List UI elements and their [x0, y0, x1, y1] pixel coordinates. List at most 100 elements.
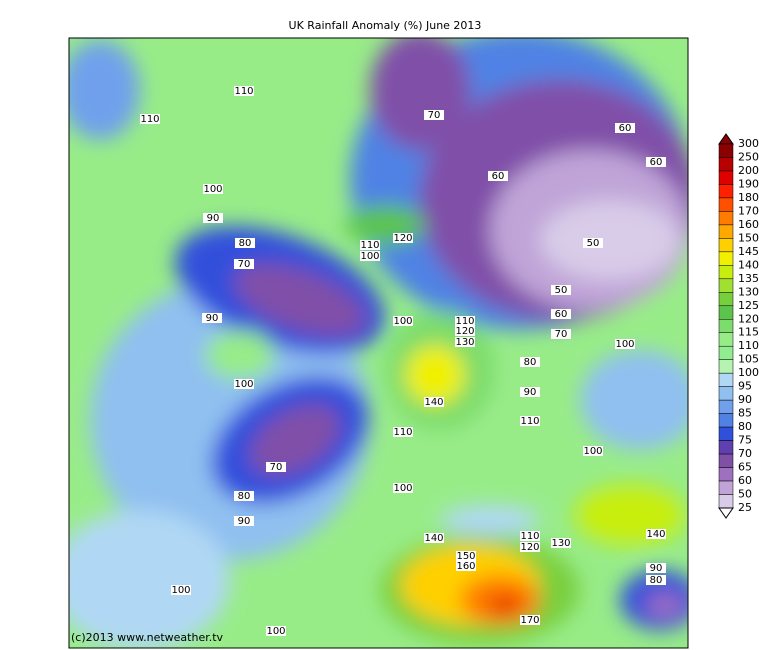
contour-label: 90	[650, 563, 663, 574]
legend-arrow-bottom	[718, 507, 734, 519]
legend-label: 145	[738, 245, 759, 258]
legend-label: 125	[738, 299, 759, 312]
label-box	[234, 491, 254, 501]
contour-label: 140	[646, 529, 665, 540]
label-box	[551, 309, 571, 319]
legend-swatch	[718, 265, 734, 280]
legend-label: 120	[738, 312, 759, 325]
legend-swatch	[718, 399, 734, 414]
contour-label: 70	[270, 462, 283, 473]
legend-swatch	[718, 480, 734, 495]
contour-label: 100	[171, 585, 190, 596]
contour-label: 120	[455, 326, 474, 337]
contour-label: 120	[520, 542, 539, 553]
contour-label: 70	[428, 110, 441, 121]
contour-labels: 1101101009080709010070809010010070606060…	[140, 86, 666, 637]
anomaly-field	[69, 38, 688, 648]
contour-label: 70	[238, 259, 251, 270]
legend-label: 50	[738, 488, 752, 501]
label-box	[234, 86, 254, 96]
contour-label: 100	[234, 379, 253, 390]
legend-label: 200	[738, 164, 759, 177]
legend-swatch	[718, 332, 734, 347]
legend-label: 180	[738, 191, 759, 204]
legend-swatch	[718, 494, 734, 509]
label-box	[646, 563, 666, 573]
label-box	[393, 483, 413, 493]
contour-label: 80	[238, 491, 251, 502]
legend-label: 300	[738, 137, 759, 150]
label-box	[520, 387, 540, 397]
legend-label: 110	[738, 339, 759, 352]
label-box	[203, 184, 223, 194]
legend-label: 150	[738, 231, 759, 244]
label-box	[266, 462, 286, 472]
label-box	[488, 171, 508, 181]
contour-label: 110	[520, 531, 539, 542]
label-box	[455, 337, 475, 347]
label-box	[646, 575, 666, 585]
label-box	[266, 626, 286, 636]
label-box	[456, 551, 476, 561]
label-box	[583, 238, 603, 248]
label-box	[424, 110, 444, 120]
contour-label: 110	[520, 416, 539, 427]
legend-swatch	[718, 184, 734, 199]
contour-label: 90	[206, 313, 219, 324]
contour-label: 50	[587, 238, 600, 249]
contour-label: 110	[360, 240, 379, 251]
legend-swatch	[718, 305, 734, 320]
legend-swatch	[718, 345, 734, 360]
contour-label: 100	[393, 316, 412, 327]
contour-label: 150	[456, 551, 475, 562]
legend-label: 115	[738, 326, 759, 339]
legend-swatch	[718, 426, 734, 441]
contour-label: 60	[555, 309, 568, 320]
legend-label: 130	[738, 285, 759, 298]
legend-label: 90	[738, 393, 752, 406]
label-box	[646, 157, 666, 167]
label-box	[520, 357, 540, 367]
legend-arrow-top	[718, 133, 734, 145]
contour-label: 140	[424, 533, 443, 544]
legend-label: 105	[738, 353, 759, 366]
contour-label: 60	[492, 171, 505, 182]
contour-label: 110	[234, 86, 253, 97]
legend-label: 140	[738, 258, 759, 271]
contour-label: 90	[238, 516, 251, 527]
contour-label: 90	[524, 387, 537, 398]
label-box	[551, 329, 571, 339]
label-box	[520, 542, 540, 552]
label-box	[615, 123, 635, 133]
legend-label: 80	[738, 420, 752, 433]
label-box	[520, 531, 540, 541]
contour-label: 100	[615, 339, 634, 350]
label-box	[615, 339, 635, 349]
contour-label: 120	[393, 233, 412, 244]
contour-label: 80	[524, 357, 537, 368]
contour-label: 100	[266, 626, 285, 637]
contour-label: 130	[551, 538, 570, 549]
label-box	[583, 446, 603, 456]
legend-swatch	[718, 278, 734, 293]
label-box	[551, 538, 571, 548]
label-box	[202, 313, 222, 323]
contour-label: 130	[455, 337, 474, 348]
map-frame	[68, 37, 689, 649]
legend-label: 60	[738, 474, 752, 487]
legend-label: 85	[738, 407, 752, 420]
contour-label: 110	[393, 427, 412, 438]
legend-swatch	[718, 292, 734, 307]
label-box	[360, 251, 380, 261]
label-box	[360, 240, 380, 250]
legend-label: 95	[738, 380, 752, 393]
label-box	[520, 416, 540, 426]
legend-swatch	[718, 359, 734, 374]
legend-label: 190	[738, 177, 759, 190]
contour-label: 70	[555, 329, 568, 340]
label-box	[171, 585, 191, 595]
legend-swatch	[718, 467, 734, 482]
label-box	[646, 529, 666, 539]
contour-label: 110	[140, 114, 159, 125]
